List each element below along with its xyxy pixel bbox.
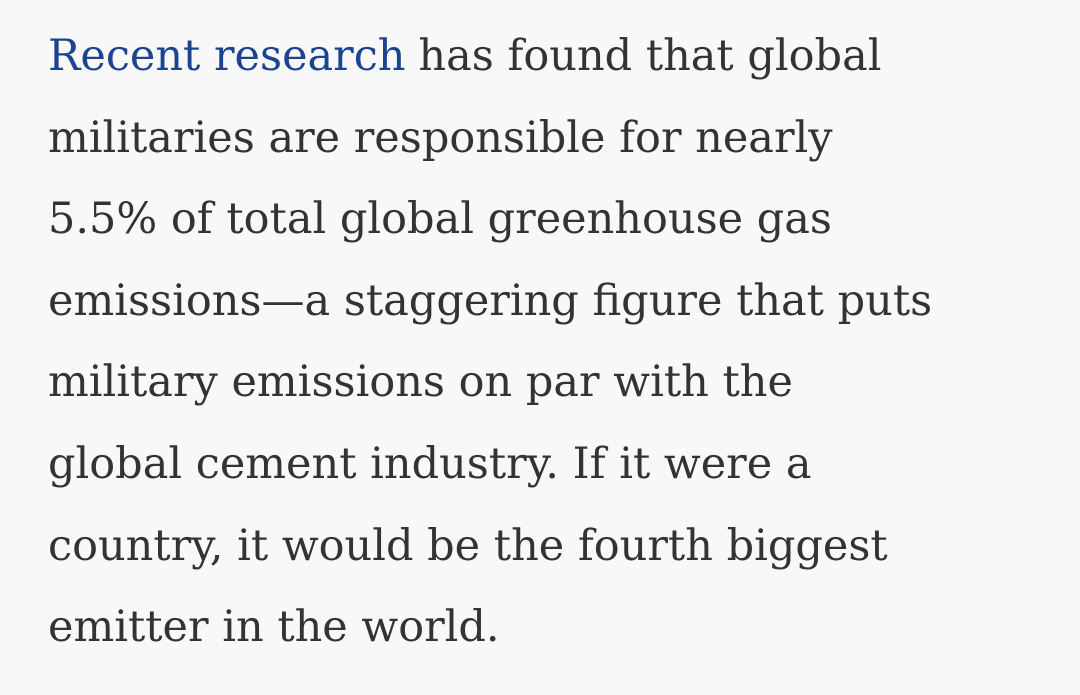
link[interactable]: Recent research <box>48 31 406 81</box>
text: has found that global <box>418 31 882 81</box>
paragraph: Recent research has found that global mil… <box>48 16 1068 669</box>
text-line: Recent research has found that global <box>48 16 1068 98</box>
text-line: country, it would be the fourth biggest <box>48 520 888 571</box>
text-line: military emissions on par with the <box>48 357 793 408</box>
text-line: emissions—a staggering figure that puts <box>48 275 933 326</box>
text-line: militaries are responsible for nearly <box>48 112 833 163</box>
text-line: 5.5% of total global greenhouse gas <box>48 194 832 245</box>
text-line: global cement industry. If it were a <box>48 438 812 489</box>
text-line: emitter in the world. <box>48 602 500 653</box>
